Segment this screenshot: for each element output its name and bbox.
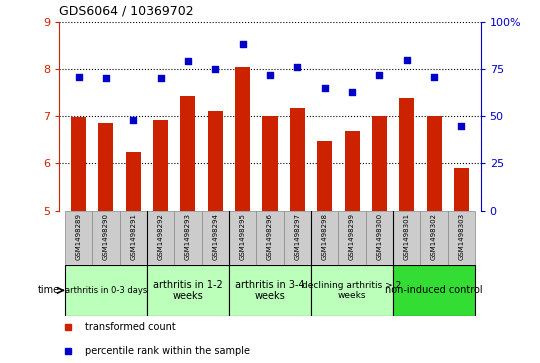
Bar — [393, 211, 421, 265]
Text: GSM1498294: GSM1498294 — [212, 213, 218, 260]
Bar — [393, 265, 475, 316]
Point — [266, 72, 274, 78]
Bar — [71, 117, 86, 211]
Bar — [421, 211, 448, 265]
Text: GSM1498300: GSM1498300 — [376, 213, 382, 260]
Point — [184, 58, 192, 64]
Text: GSM1498296: GSM1498296 — [267, 213, 273, 260]
Bar — [119, 211, 147, 265]
Point — [238, 41, 247, 47]
Bar — [372, 116, 387, 211]
Text: GSM1498290: GSM1498290 — [103, 213, 109, 260]
Bar — [339, 211, 366, 265]
Bar — [147, 265, 229, 316]
Point — [320, 85, 329, 91]
Text: GSM1498298: GSM1498298 — [322, 213, 328, 260]
Text: time: time — [38, 285, 60, 295]
Bar — [174, 211, 201, 265]
Text: GSM1498293: GSM1498293 — [185, 213, 191, 260]
Bar — [65, 211, 92, 265]
Bar — [229, 265, 311, 316]
Point — [293, 64, 302, 70]
Bar — [235, 67, 250, 211]
Bar — [284, 211, 311, 265]
Text: GSM1498303: GSM1498303 — [458, 213, 464, 260]
Text: arthritis in 0-3 days: arthritis in 0-3 days — [65, 286, 147, 295]
Bar — [92, 211, 119, 265]
Bar — [290, 108, 305, 211]
Bar — [317, 141, 332, 211]
Text: arthritis in 3-4
weeks: arthritis in 3-4 weeks — [235, 280, 305, 301]
Text: GDS6064 / 10369702: GDS6064 / 10369702 — [59, 5, 194, 18]
Bar — [201, 211, 229, 265]
Point — [402, 57, 411, 62]
Bar — [153, 120, 168, 211]
Text: GSM1498291: GSM1498291 — [130, 213, 136, 260]
Bar — [454, 168, 469, 211]
Point — [375, 72, 384, 78]
Point — [156, 76, 165, 81]
Bar — [345, 131, 360, 211]
Point — [211, 66, 220, 72]
Bar — [366, 211, 393, 265]
Text: transformed count: transformed count — [85, 322, 176, 332]
Bar — [98, 123, 113, 211]
Point — [348, 89, 356, 94]
Point — [102, 76, 110, 81]
Text: GSM1498289: GSM1498289 — [76, 213, 82, 260]
Text: percentile rank within the sample: percentile rank within the sample — [85, 346, 249, 356]
Text: GSM1498302: GSM1498302 — [431, 213, 437, 260]
Text: GSM1498299: GSM1498299 — [349, 213, 355, 260]
Bar — [126, 152, 141, 211]
Bar — [229, 211, 256, 265]
Bar — [427, 116, 442, 211]
Bar — [399, 98, 414, 211]
Point — [129, 117, 138, 123]
Bar — [208, 111, 223, 211]
Bar — [256, 211, 284, 265]
Text: declining arthritis > 2
weeks: declining arthritis > 2 weeks — [302, 281, 402, 300]
Point — [74, 74, 83, 79]
Bar — [448, 211, 475, 265]
Text: non-induced control: non-induced control — [386, 285, 483, 295]
Bar — [65, 265, 147, 316]
Bar — [311, 265, 393, 316]
Bar — [147, 211, 174, 265]
Text: GSM1498295: GSM1498295 — [240, 213, 246, 260]
Text: arthritis in 1-2
weeks: arthritis in 1-2 weeks — [153, 280, 223, 301]
Point — [430, 74, 438, 79]
Bar — [311, 211, 339, 265]
Text: GSM1498292: GSM1498292 — [158, 213, 164, 260]
Text: GSM1498297: GSM1498297 — [294, 213, 300, 260]
Bar — [180, 96, 195, 211]
Text: GSM1498301: GSM1498301 — [404, 213, 410, 260]
Bar — [262, 116, 278, 211]
Point — [457, 123, 466, 129]
